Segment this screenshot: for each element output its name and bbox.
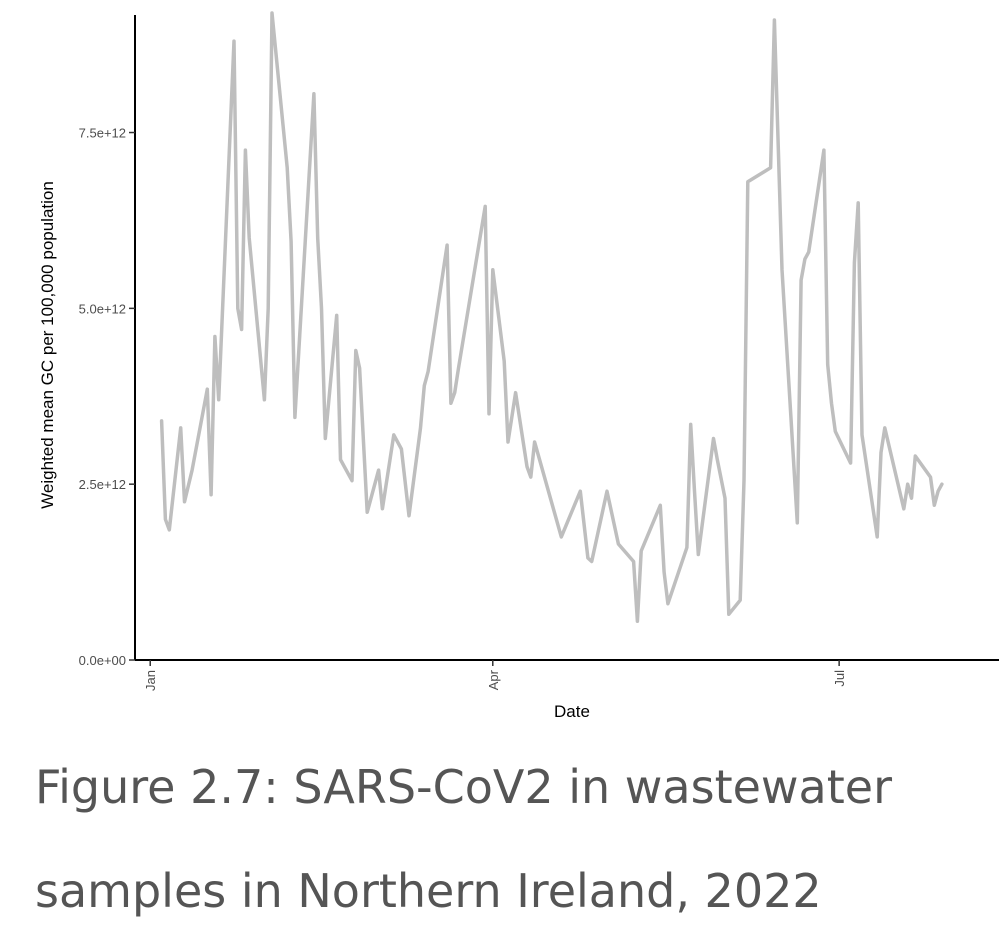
plot-panel: 0.0e+00 2.5e+12 5.0e+12 7.5e+12 Jan Apr Jul: [79, 11, 999, 691]
y-tick-label: 7.5e+12: [79, 126, 126, 141]
x-tick-label: Jan: [143, 670, 158, 691]
x-tick-label: Apr: [486, 669, 501, 690]
y-axis-ticks: 0.0e+00 2.5e+12 5.0e+12 7.5e+12: [79, 126, 135, 668]
y-tick-label: 5.0e+12: [79, 301, 126, 316]
figure-caption: Figure 2.7: SARS-CoV2 in wastewater samp…: [35, 760, 892, 918]
y-tick-label: 2.5e+12: [79, 477, 126, 492]
y-tick-label: 0.0e+00: [79, 653, 126, 668]
line-chart: 0.0e+00 2.5e+12 5.0e+12 7.5e+12 Jan Apr Jul D…: [38, 11, 999, 721]
x-axis-title: Date: [554, 702, 590, 721]
x-tick-label: Jul: [832, 670, 847, 687]
y-axis-title: Weighted mean GC per 100,000 population: [38, 181, 57, 509]
x-axis-ticks: Jan Apr Jul: [143, 660, 847, 691]
series-line: [159, 11, 944, 624]
